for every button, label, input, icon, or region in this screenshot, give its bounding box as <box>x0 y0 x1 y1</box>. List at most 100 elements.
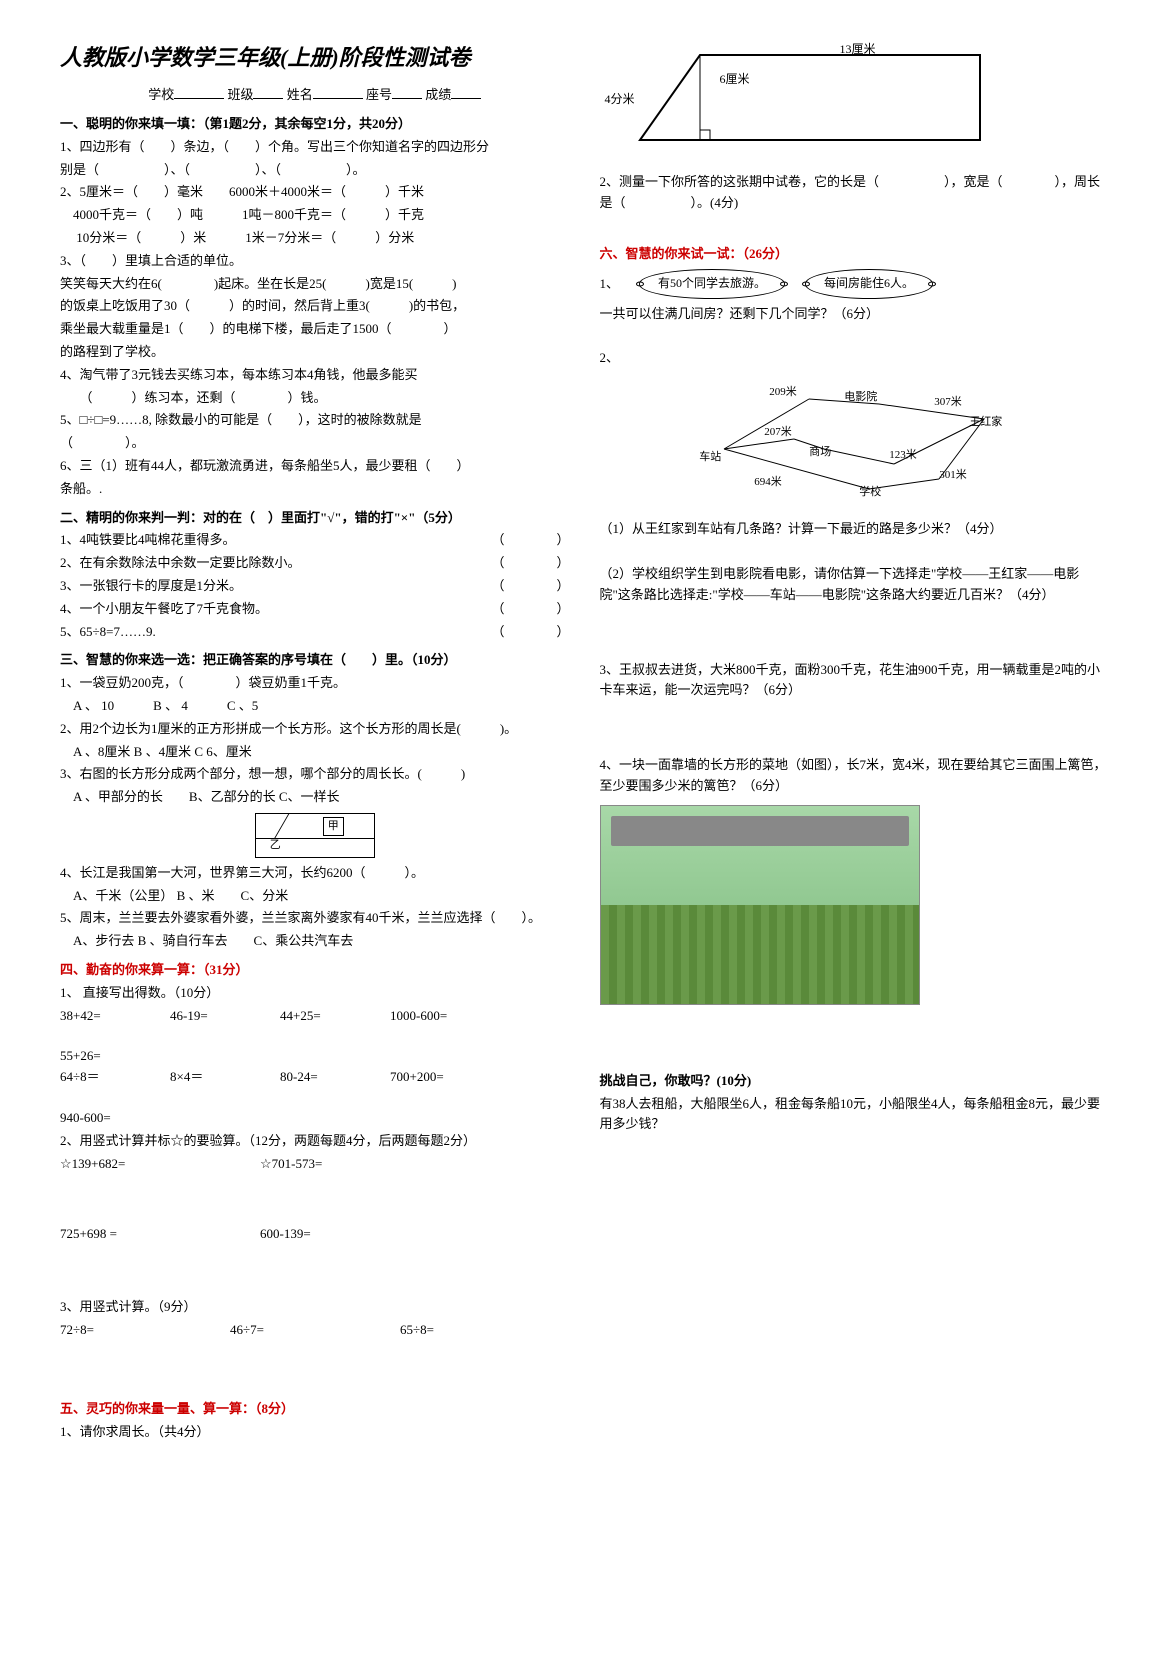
s1-q3: 3、（ ）里填上合适的单位。 <box>60 251 570 272</box>
s5-q1: 1、请你求周长。（共4分） <box>60 1422 570 1443</box>
s3-q5-opt: A、步行去 B 、骑自行车去 C、乘公共汽车去 <box>60 931 570 952</box>
map-d694: 694米 <box>754 474 782 492</box>
s3-q3-diagram: 甲 乙 <box>255 813 375 858</box>
calc: 55+26= <box>60 1046 150 1067</box>
class-label: 班级 <box>227 87 253 102</box>
section4-title: 四、勤奋的你来算一算：（31分） <box>60 960 570 981</box>
calc: 38+42= <box>60 1006 150 1027</box>
calc: 8×4＝ <box>170 1067 260 1088</box>
s4-p3: 3、用竖式计算。（9分） <box>60 1297 570 1318</box>
challenge-title: 挑战自己，你敢吗？(10分) <box>600 1071 1110 1092</box>
s6-q1-text: 一共可以住满几间房？还剩下几个同学？（6分） <box>600 304 1110 325</box>
map-d301: 301米 <box>939 467 967 485</box>
map-market: 商场 <box>809 444 831 462</box>
school-label: 学校 <box>148 87 174 102</box>
s3-q3-opt: A 、甲部分的长 B、乙部分的长 C、一样长 <box>60 787 570 808</box>
s2-q4: 4、一个小朋友午餐吃了7千克食物。（ ） <box>60 599 570 620</box>
s1-q3a: 笑笑每天大约在6( )起床。坐在长是25( )宽是15( ) <box>60 274 570 295</box>
calc: 80-24= <box>280 1067 370 1088</box>
trap-left-label: 4分米 <box>605 90 635 109</box>
s2-q2-text: 2、在有余数除法中余数一定要比除数小。 <box>60 555 301 570</box>
map-wang: 王红家 <box>969 414 1002 432</box>
s3-q2: 2、用2个边长为1厘米的正方形拼成一个长方形。这个长方形的周长是( )。 <box>60 719 570 740</box>
s3-q1: 1、一袋豆奶200克，（ ）袋豆奶重1千克。 <box>60 673 570 694</box>
student-info: 学校 班级 姓名 座号 成绩 <box>60 85 570 106</box>
s1-q5a: 5、□÷□=9……8, 除数最小的可能是（ ），这时的被除数就是 <box>60 410 570 431</box>
oval-1: 有50个同学去旅游。 <box>639 269 785 298</box>
vcalc: 600-139= <box>260 1224 350 1245</box>
s2-q3: 3、一张银行卡的厚度是1分米。（ ） <box>60 576 570 597</box>
vcalc: 725+698 = <box>60 1224 240 1245</box>
s2-q5-text: 5、65÷8=7……9. <box>60 624 156 639</box>
map-cinema: 电影院 <box>844 389 877 407</box>
right-column: 4分米 6厘米 13厘米 2、测量一下你所答的这张期中试卷，它的长是（ ），宽是… <box>600 40 1110 1444</box>
vcalc: ☆701-573= <box>260 1154 350 1175</box>
calc: 700+200= <box>390 1067 480 1088</box>
exam-title: 人教版小学数学三年级(上册)阶段性测试卷 <box>60 40 570 75</box>
label-jia: 甲 <box>323 817 344 837</box>
s5-q2: 2、测量一下你所答的这张期中试卷，它的长是（ ），宽是（ ），周长是（ ）。(4… <box>600 172 1110 214</box>
trapezoid-shape <box>600 40 1000 160</box>
s1-q4a: 4、淘气带了3元钱去买练习本，每本练习本4角钱，他最多能买 <box>60 365 570 386</box>
map-d123: 123米 <box>889 447 917 465</box>
garden-image <box>600 805 920 1005</box>
s1-q2a: 2、5厘米＝（ ）毫米 6000米＋4000米＝（ ）千米 <box>60 182 570 203</box>
s4-p1: 1、 直接写出得数。（10分） <box>60 983 570 1004</box>
s1-q4b: （ ）练习本，还剩（ ）钱。 <box>60 388 570 409</box>
s4-p2: 2、用竖式计算并标☆的要验算。（12分，两题每题4分，后两题每题2分） <box>60 1131 570 1152</box>
name-label: 姓名 <box>287 87 313 102</box>
trap-mid-label: 6厘米 <box>720 70 750 89</box>
dcalc: 46÷7= <box>230 1320 380 1341</box>
s1-q6b: 条船。. <box>60 479 570 500</box>
dcalc: 65÷8= <box>400 1320 490 1341</box>
s1-q6: 6、三（1）班有44人，都玩激流勇进，每条船坐5人，最少要租（ ） <box>60 456 570 477</box>
trap-top-label: 13厘米 <box>840 40 876 59</box>
seat-label: 座号 <box>366 87 392 102</box>
s1-q5b: （ ）。 <box>60 433 570 454</box>
s3-q4: 4、长江是我国第一大河，世界第三大河，长约6200（ ）。 <box>60 863 570 884</box>
s2-q1-text: 1、4吨铁要比4吨棉花重得多。 <box>60 532 236 547</box>
s6-q4: 4、一块一面靠墙的长方形的菜地（如图），长7米，宽4米，现在要给其它三面围上篱笆… <box>600 755 1110 797</box>
s1-q2c: 10分米＝（ ）米 1米－7分米＝（ ）分米 <box>60 228 570 249</box>
calc: 1000-600= <box>390 1006 480 1027</box>
map-d209: 209米 <box>769 384 797 402</box>
s3-q2-opt: A 、8厘米 B 、4厘米 C 6、厘米 <box>60 742 570 763</box>
s2-q2: 2、在有余数除法中余数一定要比除数小。（ ） <box>60 553 570 574</box>
s3-q4-opt: A、千米（公里） B 、米 C、分米 <box>60 886 570 907</box>
trapezoid-wrap: 4分米 6厘米 13厘米 <box>600 40 1110 170</box>
section5-title: 五、灵巧的你来量一量、算一算：（8分） <box>60 1399 570 1420</box>
section2-title: 二、精明的你来判一判：对的在（ ）里面打"√"，错的打"×"（5分） <box>60 508 570 529</box>
s6-q2-num: 2、 <box>600 348 1110 369</box>
dcalc: 72÷8= <box>60 1320 210 1341</box>
score-label: 成绩 <box>425 87 451 102</box>
s2-q3-text: 3、一张银行卡的厚度是1分米。 <box>60 578 242 593</box>
s1-q3d: 的路程到了学校。 <box>60 342 570 363</box>
s1-q3c: 乘坐最大载重量是1（ ）的电梯下楼，最后走了1500（ ） <box>60 319 570 340</box>
div-row: 72÷8= 46÷7= 65÷8= <box>60 1320 570 1341</box>
map-d307: 307米 <box>934 394 962 412</box>
s6-q1-num: 1、 <box>600 274 620 295</box>
calc: 940-600= <box>60 1108 150 1129</box>
s6-q2-2: （2）学校组织学生到电影院看电影，请你估算一下选择走"学校――王红家――电影院"… <box>600 564 1110 606</box>
s1-q1b: 别是（ ）、（ ）、（ ）。 <box>60 160 570 181</box>
left-column: 人教版小学数学三年级(上册)阶段性测试卷 学校 班级 姓名 座号 成绩 一、聪明… <box>60 40 570 1444</box>
vertical-row-1: ☆139+682= ☆701-573= <box>60 1154 570 1175</box>
oval-2: 每间房能住6人。 <box>805 269 933 298</box>
vertical-row-2: 725+698 = 600-139= <box>60 1224 570 1245</box>
s2-q4-text: 4、一个小朋友午餐吃了7千克食物。 <box>60 601 268 616</box>
s3-q1-opt: A 、 10 B 、 4 C 、5 <box>60 696 570 717</box>
s1-q2b: 4000千克＝（ ）吨 1吨－800千克＝（ ）千克 <box>60 205 570 226</box>
s2-q5: 5、65÷8=7……9.（ ） <box>60 622 570 643</box>
calc-row-2: 64÷8＝ 8×4＝ 80-24= 700+200= 940-600= <box>60 1067 570 1129</box>
calc-row-1: 38+42= 46-19= 44+25= 1000-600= 55+26= <box>60 1006 570 1068</box>
map-school: 学校 <box>859 484 881 502</box>
s1-q1: 1、四边形有（ ）条边，（ ）个角。写出三个你知道名字的四边形分 <box>60 137 570 158</box>
s3-q5: 5、周末，兰兰要去外婆家看外婆，兰兰家离外婆家有40千米，兰兰应选择（ ）。 <box>60 908 570 929</box>
s3-q3: 3、右图的长方形分成两个部分，想一想，哪个部分的周长长。( ) <box>60 764 570 785</box>
section1-title: 一、聪明的你来填一填：（第1题2分，其余每空1分，共20分） <box>60 114 570 135</box>
section6-title: 六、智慧的你来试一试：（26分） <box>600 244 1110 265</box>
s6-q3: 3、王叔叔去进货，大米800千克，面粉300千克，花生油900千克，用一辆载重是… <box>600 660 1110 702</box>
label-yi: 乙 <box>270 837 281 855</box>
map-d207: 207米 <box>764 424 792 442</box>
map-station: 车站 <box>699 449 721 467</box>
